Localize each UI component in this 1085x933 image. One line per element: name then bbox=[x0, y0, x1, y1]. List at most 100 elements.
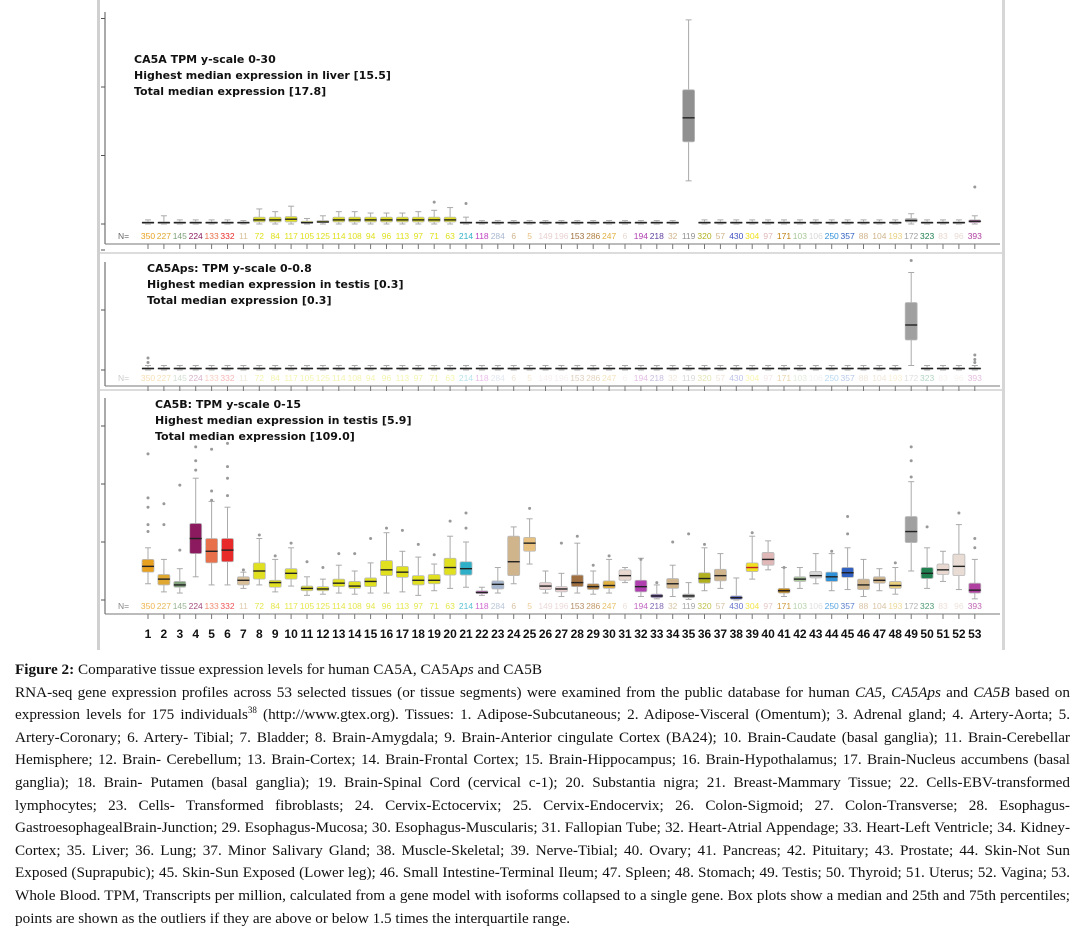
n-value: 106 bbox=[809, 373, 823, 383]
n-value: 103 bbox=[793, 601, 807, 611]
n-value: 83 bbox=[938, 231, 948, 241]
tissue-number: 17 bbox=[396, 627, 410, 641]
n-value: 97 bbox=[414, 373, 424, 383]
n-value: 6 bbox=[623, 373, 628, 383]
panel-subtitle: Highest median expression in liver [15.5… bbox=[134, 69, 391, 82]
tissue-number: 9 bbox=[272, 627, 279, 641]
gene-name: CA5B bbox=[973, 683, 1010, 701]
n-value: 172 bbox=[904, 601, 918, 611]
n-value: 11 bbox=[239, 373, 248, 383]
outlier-point bbox=[226, 441, 229, 445]
outlier-point bbox=[782, 566, 786, 570]
outlier-point bbox=[607, 554, 611, 558]
n-value: 153 bbox=[570, 601, 584, 611]
tissue-number: 45 bbox=[841, 627, 855, 641]
n-value: 6 bbox=[511, 231, 516, 241]
n-value: 11 bbox=[239, 601, 248, 611]
tissue-number: 16 bbox=[380, 627, 394, 641]
n-value: 119 bbox=[682, 373, 696, 383]
outlier-point bbox=[146, 523, 150, 527]
panel-ca5b: CA5B: TPM y-scale 0-15 Highest median ex… bbox=[101, 398, 1000, 619]
n-value: 96 bbox=[382, 601, 392, 611]
n-value: 32 bbox=[668, 231, 678, 241]
n-value: 430 bbox=[729, 373, 743, 383]
tissue-number: 53 bbox=[968, 627, 982, 641]
outlier-point bbox=[750, 531, 754, 535]
n-value: 214 bbox=[459, 231, 473, 241]
caption-text: , bbox=[882, 683, 892, 701]
tissue-number: 30 bbox=[602, 627, 616, 641]
n-value: 97 bbox=[763, 601, 773, 611]
n-value: 286 bbox=[586, 231, 600, 241]
n-value: 247 bbox=[602, 231, 616, 241]
caption-title-italic: ps bbox=[460, 661, 474, 678]
n-value: 84 bbox=[270, 231, 280, 241]
n-value: 171 bbox=[777, 231, 791, 241]
n-value: 84 bbox=[270, 601, 280, 611]
outlier-point bbox=[385, 526, 388, 530]
n-value: 5 bbox=[527, 601, 532, 611]
figure-caption: Figure 2: Comparative tissue expression … bbox=[15, 659, 1070, 930]
outlier-point bbox=[591, 563, 595, 567]
box bbox=[268, 579, 282, 588]
outlier-point bbox=[703, 542, 706, 546]
n-value: 172 bbox=[904, 231, 918, 241]
outlier-point bbox=[671, 540, 675, 544]
outlier-point bbox=[321, 566, 325, 570]
outlier-point bbox=[909, 459, 913, 463]
n-value: 320 bbox=[697, 373, 711, 383]
n-value: 108 bbox=[348, 373, 362, 383]
outlier-point bbox=[830, 549, 834, 553]
n-value: 227 bbox=[157, 601, 171, 611]
box bbox=[904, 302, 918, 341]
outlier-point bbox=[432, 200, 436, 204]
tissue-number: 22 bbox=[475, 627, 489, 641]
n-value: 6 bbox=[623, 231, 628, 241]
outlier-point bbox=[909, 259, 913, 262]
n-value: 6 bbox=[623, 601, 628, 611]
n-value: 6 bbox=[511, 601, 516, 611]
outlier-point bbox=[273, 554, 277, 558]
n-value: 247 bbox=[602, 373, 616, 383]
outlier-point bbox=[400, 528, 404, 532]
caption-title: Figure 2: Comparative tissue expression … bbox=[15, 659, 1070, 682]
box bbox=[682, 89, 695, 143]
n-value: 286 bbox=[586, 373, 600, 383]
n-value: 196 bbox=[554, 601, 568, 611]
tissue-number: 14 bbox=[348, 627, 362, 641]
n-value: 118 bbox=[475, 373, 489, 383]
n-value: 96 bbox=[382, 373, 392, 383]
n-value: 393 bbox=[968, 601, 982, 611]
caption-text: RNA-seq gene expression profiles across … bbox=[15, 683, 856, 701]
outlier-point bbox=[257, 533, 261, 537]
n-value: 133 bbox=[205, 231, 219, 241]
outlier-point bbox=[909, 475, 913, 479]
n-value: 145 bbox=[173, 601, 187, 611]
n-value: 63 bbox=[445, 373, 455, 383]
n-value: 97 bbox=[414, 601, 424, 611]
box bbox=[427, 574, 441, 585]
box bbox=[380, 560, 393, 577]
outlier-point bbox=[194, 459, 198, 463]
n-value: 193 bbox=[888, 601, 902, 611]
n-value: 214 bbox=[459, 601, 473, 611]
plot-area: N= 350 227 145 224 133 332 11 72 84 117 105 125 114 10… bbox=[101, 12, 1000, 249]
panel-subtitle: Total median expression [109.0] bbox=[155, 430, 355, 443]
gene-name: CA5 bbox=[855, 683, 883, 701]
n-value: 72 bbox=[255, 601, 265, 611]
box bbox=[348, 581, 362, 589]
caption-title-text: Comparative tissue expression levels for… bbox=[74, 661, 461, 678]
n-value: 332 bbox=[220, 373, 234, 383]
outlier-point bbox=[369, 537, 373, 541]
outlier-point bbox=[146, 530, 150, 534]
n-value: 72 bbox=[255, 231, 265, 241]
outlier-point bbox=[909, 445, 913, 449]
n-value: 117 bbox=[284, 601, 298, 611]
n-value: 218 bbox=[650, 601, 664, 611]
n-value: 194 bbox=[634, 373, 648, 383]
outlier-point bbox=[973, 353, 977, 357]
n-value: 88 bbox=[859, 601, 869, 611]
n-value: 227 bbox=[157, 373, 171, 383]
n-value: 117 bbox=[284, 231, 298, 241]
n-value: 171 bbox=[777, 601, 791, 611]
